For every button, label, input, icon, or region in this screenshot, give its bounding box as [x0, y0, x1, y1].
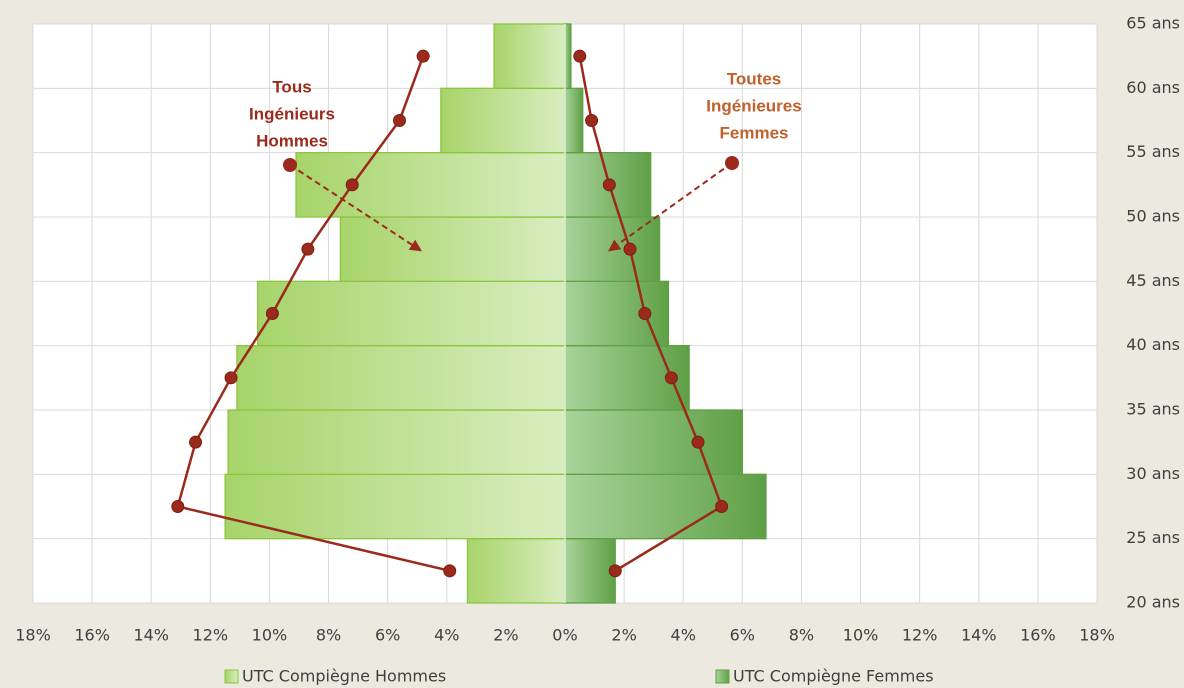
line-marker — [416, 49, 430, 63]
annotation: Hommes — [256, 131, 328, 150]
x-tick-label: 12% — [902, 626, 938, 645]
line-marker — [691, 435, 705, 449]
line-marker — [638, 307, 652, 320]
annotation: Ingénieures — [706, 96, 801, 115]
y-tick-label: 65 ans — [1126, 14, 1180, 33]
bar — [493, 23, 566, 89]
line-marker — [715, 500, 729, 513]
bar — [564, 216, 661, 282]
legend-swatch — [224, 669, 239, 684]
bar — [236, 345, 566, 411]
line-marker — [189, 435, 203, 449]
x-tick-label: 8% — [316, 626, 341, 645]
line-marker — [573, 49, 587, 63]
x-tick-label: 18% — [1079, 626, 1115, 645]
annotation: Femmes — [720, 123, 789, 142]
y-tick-label: 25 ans — [1126, 528, 1180, 547]
x-tick-label: 2% — [611, 626, 636, 645]
x-tick-label: 16% — [74, 626, 110, 645]
bar — [564, 23, 572, 89]
annotation-dot — [283, 158, 297, 172]
x-tick-label: 0% — [552, 626, 577, 645]
annotation-arrow — [289, 164, 423, 252]
x-tick-label: 10% — [843, 626, 879, 645]
bar — [564, 473, 767, 540]
annotation-arrow — [608, 162, 733, 252]
line-marker — [623, 242, 637, 256]
line-marker — [664, 371, 678, 385]
bar — [256, 280, 566, 347]
y-tick-label: 45 ans — [1126, 271, 1180, 290]
y-tick-label: 40 ans — [1126, 335, 1180, 354]
x-tick-label: 14% — [961, 626, 997, 645]
x-tick-label: 16% — [1020, 626, 1056, 645]
x-tick-label: 10% — [252, 626, 288, 645]
bar — [466, 538, 566, 604]
line-marker — [345, 178, 359, 192]
legend-swatch — [715, 669, 730, 684]
bar — [227, 409, 566, 475]
bar — [564, 538, 616, 604]
annotation: Ingénieurs — [249, 104, 335, 123]
legend-label: UTC Compiègne Femmes — [733, 667, 934, 686]
x-tick-label: 4% — [434, 626, 459, 645]
x-tick-label: 14% — [133, 626, 169, 645]
line-marker — [392, 114, 406, 127]
y-tick-label: 55 ans — [1126, 142, 1180, 161]
bar — [224, 473, 566, 540]
line-marker — [265, 307, 279, 320]
line-marker — [171, 500, 185, 513]
legend-label: UTC Compiègne Hommes — [242, 667, 446, 686]
x-tick-label: 6% — [375, 626, 400, 645]
x-tick-label: 2% — [493, 626, 518, 645]
y-tick-label: 35 ans — [1126, 400, 1180, 419]
x-tick-label: 4% — [671, 626, 696, 645]
line-marker — [301, 242, 315, 256]
line-marker — [585, 114, 599, 127]
bar — [339, 216, 566, 282]
y-tick-label: 30 ans — [1126, 464, 1180, 483]
line-marker — [224, 371, 238, 385]
bar — [564, 409, 743, 475]
x-tick-label: 18% — [15, 626, 51, 645]
bar — [564, 87, 584, 154]
y-tick-label: 20 ans — [1126, 593, 1180, 612]
line-marker — [602, 178, 616, 192]
annotation-dot — [725, 156, 739, 170]
annotation: Toutes — [727, 69, 781, 88]
y-tick-label: 60 ans — [1126, 78, 1180, 97]
annotation: Tous — [272, 77, 311, 96]
x-tick-label: 12% — [193, 626, 229, 645]
x-tick-label: 6% — [730, 626, 755, 645]
x-tick-label: 8% — [789, 626, 814, 645]
y-tick-label: 50 ans — [1126, 207, 1180, 226]
line-marker — [608, 564, 622, 578]
bar — [440, 87, 566, 154]
line-marker — [443, 564, 457, 578]
bar — [295, 152, 566, 218]
